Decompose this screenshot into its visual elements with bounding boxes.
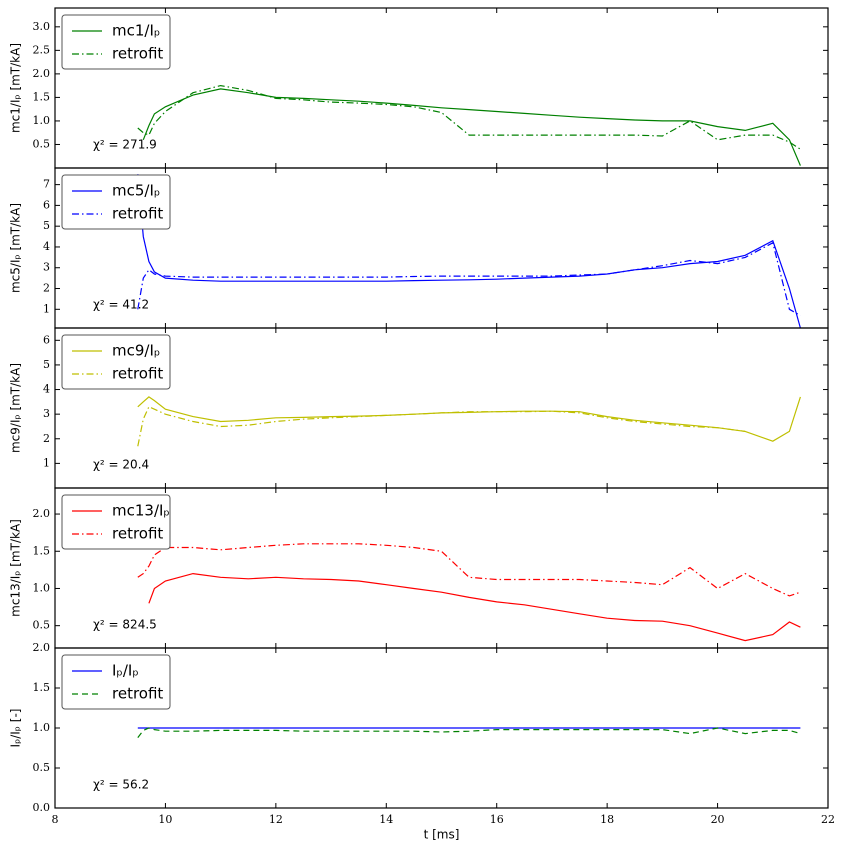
y-tick-label: 3 [43, 261, 50, 274]
annotation: χ² = 56.2 [93, 778, 149, 792]
annotation: χ² = 41.2 [93, 298, 149, 312]
series-line [148, 572, 801, 642]
axes-frame [54, 647, 829, 809]
panel: 0.0 0.5 1.0 1.5 2.0 8 10 12 14 16 18 20 22 Iₚ/Iₚ retro… [9, 641, 836, 842]
series-line [137, 543, 801, 597]
y-axis-label: Iₚ/Iₚ [-] [9, 709, 23, 748]
y-tick-label: 1 [43, 456, 50, 469]
y-tick-label: 0.0 [33, 801, 51, 814]
y-tick-label: 1.0 [33, 114, 51, 127]
y-tick-label: 1.0 [33, 581, 51, 594]
y-tick-label: 2.0 [33, 67, 51, 80]
y-axis-label: mc1/Iₚ [mT/kA] [9, 43, 23, 133]
legend-label: Iₚ/Iₚ [112, 662, 139, 680]
legend-label: retrofit [112, 525, 163, 543]
legend-box [61, 494, 171, 550]
legend-label: retrofit [112, 685, 163, 703]
x-tick-label: 20 [711, 813, 725, 826]
y-tick-label: 1 [43, 302, 50, 315]
y-tick-label: 2.5 [33, 43, 51, 56]
x-tick-label: 22 [821, 813, 835, 826]
y-tick-label: 7 [43, 178, 50, 191]
panel: 0.5 1.0 1.5 2.0 2.5 3.0 mc1/Iₚ retrofit χ² = 271… [9, 7, 829, 169]
legend-box [61, 174, 171, 230]
y-tick-label: 0.5 [33, 619, 51, 632]
legend-label: retrofit [112, 365, 163, 383]
legend-label: retrofit [112, 205, 163, 223]
x-axis-label: t [ms] [424, 828, 460, 842]
x-tick-label: 8 [52, 813, 59, 826]
y-tick-label: 1.5 [33, 681, 51, 694]
annotation: χ² = 824.5 [93, 618, 157, 632]
y-tick-label: 0.5 [33, 761, 51, 774]
y-tick-label: 3.0 [33, 20, 51, 33]
annotation: χ² = 271.9 [93, 138, 157, 152]
axes-frame [54, 487, 829, 649]
y-tick-label: 6 [43, 333, 50, 346]
y-tick-label: 5 [43, 358, 50, 371]
legend-box [61, 14, 171, 70]
legend-label: mc5/Iₚ [112, 182, 160, 200]
y-tick-label: 2 [43, 282, 50, 295]
legend-label: mc13/Iₚ [112, 502, 170, 520]
legend-box [61, 334, 171, 390]
series-line [137, 174, 801, 328]
y-tick-label: 2 [43, 432, 50, 445]
series-line [137, 241, 801, 317]
x-tick-label: 18 [600, 813, 614, 826]
x-tick-label: 10 [158, 813, 172, 826]
y-axis-label: mc5/Iₚ [mT/kA] [9, 203, 23, 293]
panel: 0.5 1.0 1.5 2.0 mc13/Iₚ retrofit χ² = 824.5 mc1… [9, 487, 829, 649]
y-tick-label: 4 [43, 240, 50, 253]
axes-frame [54, 327, 829, 489]
legend-box [61, 654, 171, 710]
legend-label: retrofit [112, 45, 163, 63]
panel: 1 2 3 4 5 6 mc9/Iₚ retrofit χ² = 20.4 mc9/Iₚ [mT/… [9, 327, 829, 489]
y-tick-label: 1.5 [33, 544, 51, 557]
y-axis-label: mc9/Iₚ [mT/kA] [9, 363, 23, 453]
y-tick-label: 6 [43, 198, 50, 211]
series-line [137, 406, 746, 447]
panel: 1 2 3 4 5 6 7 mc5/Iₚ retrofit χ² = 41.2 mc5/Iₚ [mT… [9, 167, 829, 329]
series-line [137, 396, 801, 442]
y-tick-label: 1.0 [33, 721, 51, 734]
legend-label: mc9/Iₚ [112, 342, 160, 360]
y-tick-label: 3 [43, 407, 50, 420]
y-tick-label: 4 [43, 383, 50, 396]
axes-frame [54, 7, 829, 169]
x-tick-label: 14 [379, 813, 393, 826]
series-line [137, 84, 801, 150]
legend-label: mc1/Iₚ [112, 22, 160, 40]
y-tick-label: 2.0 [33, 507, 51, 520]
axes-frame [54, 167, 829, 329]
y-tick-label: 2.0 [33, 641, 51, 654]
annotation: χ² = 20.4 [93, 458, 149, 472]
y-tick-label: 0.5 [33, 137, 51, 150]
series-line [137, 727, 801, 738]
y-axis-label: mc13/Iₚ [mT/kA] [9, 519, 23, 617]
x-tick-label: 16 [490, 813, 504, 826]
y-tick-label: 5 [43, 219, 50, 232]
y-tick-label: 1.5 [33, 90, 51, 103]
x-tick-label: 12 [269, 813, 283, 826]
series-line [142, 88, 801, 166]
